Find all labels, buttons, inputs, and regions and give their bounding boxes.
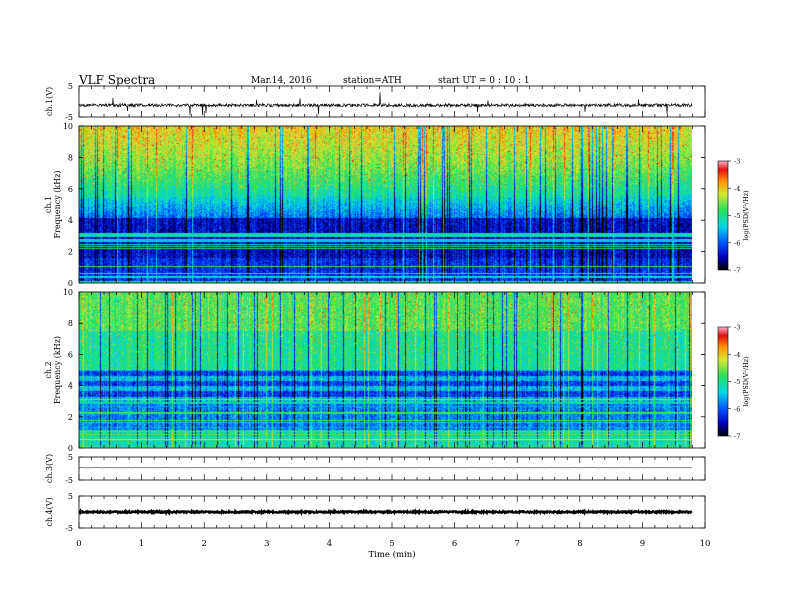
y-tick-label: 4	[68, 216, 73, 225]
y-axis-label: ch.4(V)	[45, 497, 54, 526]
x-tick-label: 2	[201, 539, 206, 549]
colorbar-tick-label: -5	[734, 378, 740, 386]
y-tick-label: 10	[63, 122, 73, 131]
colorbar-label: log(PSD(V²/Hz)	[742, 190, 750, 241]
y-axis-label: ch.2	[44, 361, 53, 378]
y-tick-label: 8	[68, 319, 73, 328]
colorbar-tick-label: -7	[734, 267, 740, 275]
colorbar-tick-label: -3	[734, 158, 740, 166]
date-label: Mar.14, 2016	[251, 76, 312, 86]
y-tick-label: 5	[68, 492, 73, 501]
x-tick-label: 1	[139, 539, 144, 549]
x-tick-label: 10	[700, 539, 711, 549]
station-label: station=ATH	[343, 76, 402, 86]
y-tick-label: -5	[65, 113, 73, 122]
y-tick-label: 10	[63, 288, 73, 297]
y-axis-label: ch.3(V)	[45, 454, 54, 483]
colorbar	[717, 326, 729, 437]
colorbar-tick-label: -6	[734, 405, 740, 413]
y-tick-label: 6	[68, 350, 73, 359]
start-time-label: start UT = 0 : 10 : 1	[438, 76, 530, 86]
x-tick-label: 8	[577, 539, 582, 549]
x-tick-label: 9	[640, 539, 645, 549]
colorbar-tick-label: -5	[734, 212, 740, 220]
x-tick-label: 3	[264, 539, 269, 549]
y-tick-label: -5	[65, 476, 73, 485]
x-tick-label: 6	[452, 539, 457, 549]
y-tick-label: -5	[65, 524, 73, 533]
x-axis-label: Time (min)	[368, 549, 415, 560]
colorbar	[717, 160, 729, 271]
x-tick-label: 5	[389, 539, 394, 549]
y-tick-label: 8	[68, 153, 73, 162]
x-tick-label: 0	[76, 539, 81, 549]
y-tick-label: 2	[68, 413, 73, 422]
y-tick-label: 4	[68, 382, 73, 391]
y-tick-label: 0	[68, 444, 73, 453]
waveform-line	[78, 507, 693, 517]
y-tick-label: 2	[68, 248, 73, 257]
y-axis-label: ch.1	[44, 196, 53, 213]
spectrogram-image	[79, 292, 692, 448]
colorbar-tick-label: -7	[734, 433, 740, 441]
y-tick-label: 5	[68, 453, 73, 462]
y-axis-label: Frequency (kHz)	[53, 170, 62, 238]
colorbar-tick-label: -6	[734, 239, 740, 247]
x-tick-label: 7	[514, 539, 519, 549]
colorbar-tick-label: -4	[734, 351, 740, 359]
y-axis-label: ch.1(V)	[45, 87, 54, 116]
waveform-line	[78, 92, 693, 116]
y-tick-label: 5	[68, 82, 73, 91]
y-tick-label: 6	[68, 185, 73, 194]
spectrogram-image	[79, 126, 692, 283]
y-axis-label: Frequency (kHz)	[53, 336, 62, 404]
colorbar-tick-label: -4	[734, 185, 740, 193]
colorbar-tick-label: -3	[734, 324, 740, 332]
figure-title: VLF Spectra	[79, 73, 156, 87]
x-tick-label: 4	[327, 539, 332, 549]
y-tick-label: 0	[68, 279, 73, 288]
colorbar-label: log(PSD(V²/Hz)	[742, 356, 750, 407]
